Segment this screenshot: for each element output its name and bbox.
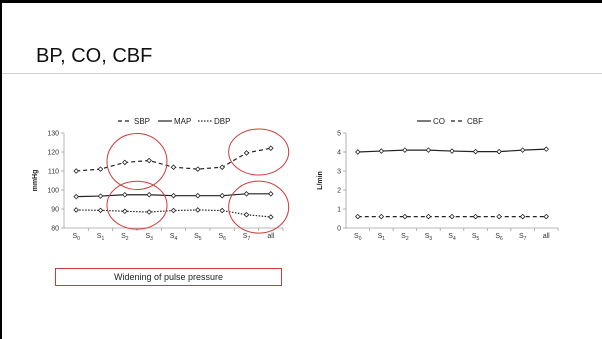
data-point-dbp (97, 207, 104, 214)
data-point-dbp (146, 209, 152, 215)
x-tick-label: S5 (194, 233, 202, 242)
legend-label-map: MAP (174, 117, 191, 126)
data-point-map (268, 191, 274, 197)
legend-label-dbp: DBP (214, 117, 230, 126)
data-point-sbp (97, 166, 104, 172)
data-point-sbp (243, 150, 250, 156)
x-tick-label: S1 (97, 233, 105, 242)
data-point-map (243, 191, 250, 197)
highlight-circle (106, 133, 168, 190)
data-point-sbp (195, 166, 201, 172)
data-point-dbp (243, 211, 250, 218)
highlight-circle (106, 180, 168, 230)
data-point-sbp (146, 157, 152, 164)
data-point-sbp (170, 164, 177, 170)
slide-title: BP, CO, CBF (36, 45, 153, 67)
data-point-dbp (122, 208, 128, 215)
x-tick-label: S4 (170, 233, 178, 242)
y-tick-label: 130 (47, 131, 59, 138)
data-point-dbp (195, 207, 201, 213)
y-tick-label: 110 (48, 169, 59, 176)
slide-top-border (0, 0, 602, 3)
x-tick-label: S6 (218, 233, 226, 242)
data-point-map (195, 192, 201, 199)
y-axis-label: mmHg (32, 170, 39, 192)
data-point-map (170, 192, 177, 199)
x-tick-label: S7 (243, 233, 251, 242)
data-point-map (97, 193, 104, 199)
y-tick-label: 80 (51, 226, 59, 233)
x-tick-label: S2 (121, 233, 129, 242)
data-point-map (146, 191, 152, 198)
x-tick-label: all (267, 233, 274, 240)
x-tick-label: S3 (145, 233, 153, 242)
data-point-dbp (219, 207, 225, 214)
y-tick-label: 90 (51, 207, 59, 214)
data-point-dbp (268, 214, 274, 220)
annotation-box: Widening of pulse pressure (55, 268, 282, 286)
slide-left-border (0, 0, 2, 339)
data-point-sbp (122, 159, 128, 166)
data-point-dbp (73, 207, 79, 213)
y-tick-label: 120 (47, 150, 59, 157)
annotation-text: Widening of pulse pressure (113, 272, 224, 282)
highlight-circle (228, 128, 290, 176)
data-point-sbp (268, 145, 274, 151)
legend-label-sbp: SBP (134, 117, 150, 126)
data-point-sbp (73, 168, 79, 174)
data-point-map (122, 191, 128, 198)
data-point-sbp (219, 164, 225, 170)
title-divider (2, 73, 602, 74)
y-tick-label: 100 (47, 188, 59, 195)
x-tick-label: S0 (72, 233, 80, 242)
highlight-circle (228, 180, 290, 234)
data-point-map (73, 193, 79, 200)
data-point-map (219, 192, 225, 199)
data-point-dbp (170, 207, 177, 214)
